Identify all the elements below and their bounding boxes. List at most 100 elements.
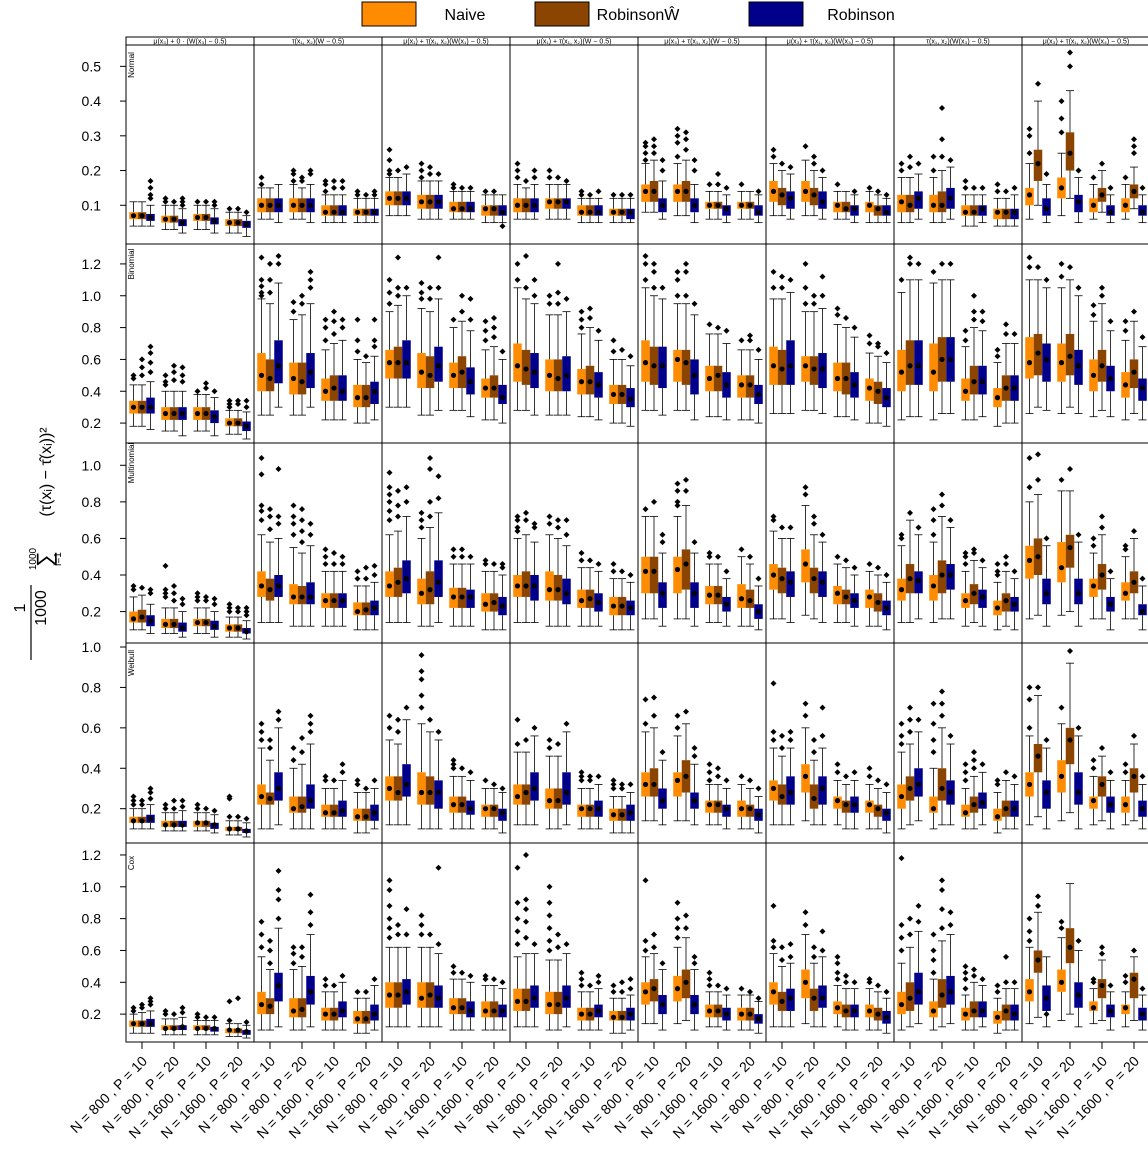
median-point <box>386 583 393 589</box>
median-point <box>499 603 506 609</box>
outlier-point <box>1026 454 1033 461</box>
median-point <box>1067 544 1073 551</box>
outlier-point <box>706 982 713 989</box>
median-point <box>299 594 305 600</box>
outlier-point <box>147 184 154 191</box>
outlier-point <box>1058 273 1065 280</box>
median-point <box>290 806 297 812</box>
outlier-point <box>651 712 657 719</box>
outlier-point <box>523 906 529 913</box>
outlier-point <box>770 944 777 951</box>
box-naive <box>257 353 266 392</box>
median-point <box>491 1008 497 1014</box>
outlier-point <box>235 400 241 407</box>
outlier-point <box>307 531 314 538</box>
median-point <box>514 998 521 1004</box>
median-point <box>514 793 521 800</box>
outlier-point <box>171 582 177 589</box>
median-point <box>1026 781 1033 788</box>
outlier-point <box>1026 484 1033 491</box>
median-point <box>1003 1008 1009 1014</box>
outlier-point <box>258 736 265 743</box>
median-point <box>243 828 250 834</box>
median-point <box>139 614 145 620</box>
outlier-point <box>683 260 689 267</box>
median-point <box>747 382 753 388</box>
outlier-point <box>779 273 785 280</box>
outlier-point <box>866 184 873 191</box>
outlier-point <box>578 550 585 557</box>
median-point <box>435 363 442 369</box>
box-naive <box>417 982 426 1008</box>
median-point <box>258 583 265 589</box>
outlier-point <box>290 960 297 967</box>
median-point <box>834 590 841 596</box>
outlier-point <box>802 484 809 491</box>
y-tick-label: 1.2 <box>82 847 102 863</box>
outlier-point <box>1058 925 1065 932</box>
median-point <box>267 795 273 802</box>
median-point <box>619 391 625 398</box>
outlier-point <box>770 728 777 735</box>
outlier-point <box>651 694 657 701</box>
outlier-point <box>651 944 657 951</box>
outlier-point <box>715 324 721 331</box>
outlier-point <box>674 925 681 932</box>
outlier-point <box>299 506 305 513</box>
outlier-point <box>619 979 625 986</box>
median-point <box>258 1001 265 1008</box>
outlier-point <box>546 912 553 919</box>
outlier-point <box>162 381 169 388</box>
outlier-point <box>514 260 521 267</box>
median-point <box>755 812 762 818</box>
outlier-point <box>130 375 137 382</box>
outlier-point <box>418 912 425 919</box>
outlier-point <box>403 498 410 505</box>
outlier-point <box>482 337 489 344</box>
median-point <box>627 810 634 816</box>
outlier-point <box>851 769 858 776</box>
median-point <box>299 804 305 810</box>
outlier-point <box>595 561 602 568</box>
median-point <box>578 379 585 385</box>
median-point <box>659 1001 666 1008</box>
median-point <box>555 798 561 804</box>
outlier-point <box>243 209 250 216</box>
median-point <box>546 587 553 593</box>
outlier-point <box>290 745 297 752</box>
outlier-point <box>674 899 681 906</box>
outlier-point <box>354 337 361 344</box>
median-point <box>1090 1005 1097 1011</box>
median-point <box>779 366 785 372</box>
outlier-point <box>307 276 314 283</box>
box-robinson <box>553 359 563 392</box>
median-point <box>1011 385 1018 391</box>
outlier-point <box>939 105 945 112</box>
ylabel-expression: (τ(xᵢ) − τ̂(xᵢ))² <box>38 427 55 517</box>
outlier-point <box>331 177 337 184</box>
median-point <box>811 366 817 372</box>
outlier-point <box>747 337 753 344</box>
outlier-point <box>706 969 713 976</box>
outlier-point <box>322 546 329 553</box>
outlier-point <box>715 181 721 188</box>
median-point <box>459 369 465 375</box>
outlier-point <box>514 899 521 906</box>
median-point <box>627 396 634 402</box>
outlier-point <box>843 315 849 322</box>
outlier-point <box>883 781 890 788</box>
median-point <box>619 209 625 215</box>
outlier-point <box>435 941 442 948</box>
box-robinson <box>681 549 691 590</box>
outlier-point <box>459 553 465 560</box>
outlier-point <box>1107 982 1114 989</box>
outlier-point <box>235 813 241 820</box>
median-point <box>706 592 713 598</box>
outlier-point <box>267 960 273 967</box>
outlier-point <box>802 700 809 707</box>
median-point <box>898 793 905 800</box>
outlier-point <box>299 292 305 299</box>
outlier-point <box>1058 704 1065 711</box>
outlier-point <box>674 934 681 941</box>
outlier-point <box>819 167 826 174</box>
